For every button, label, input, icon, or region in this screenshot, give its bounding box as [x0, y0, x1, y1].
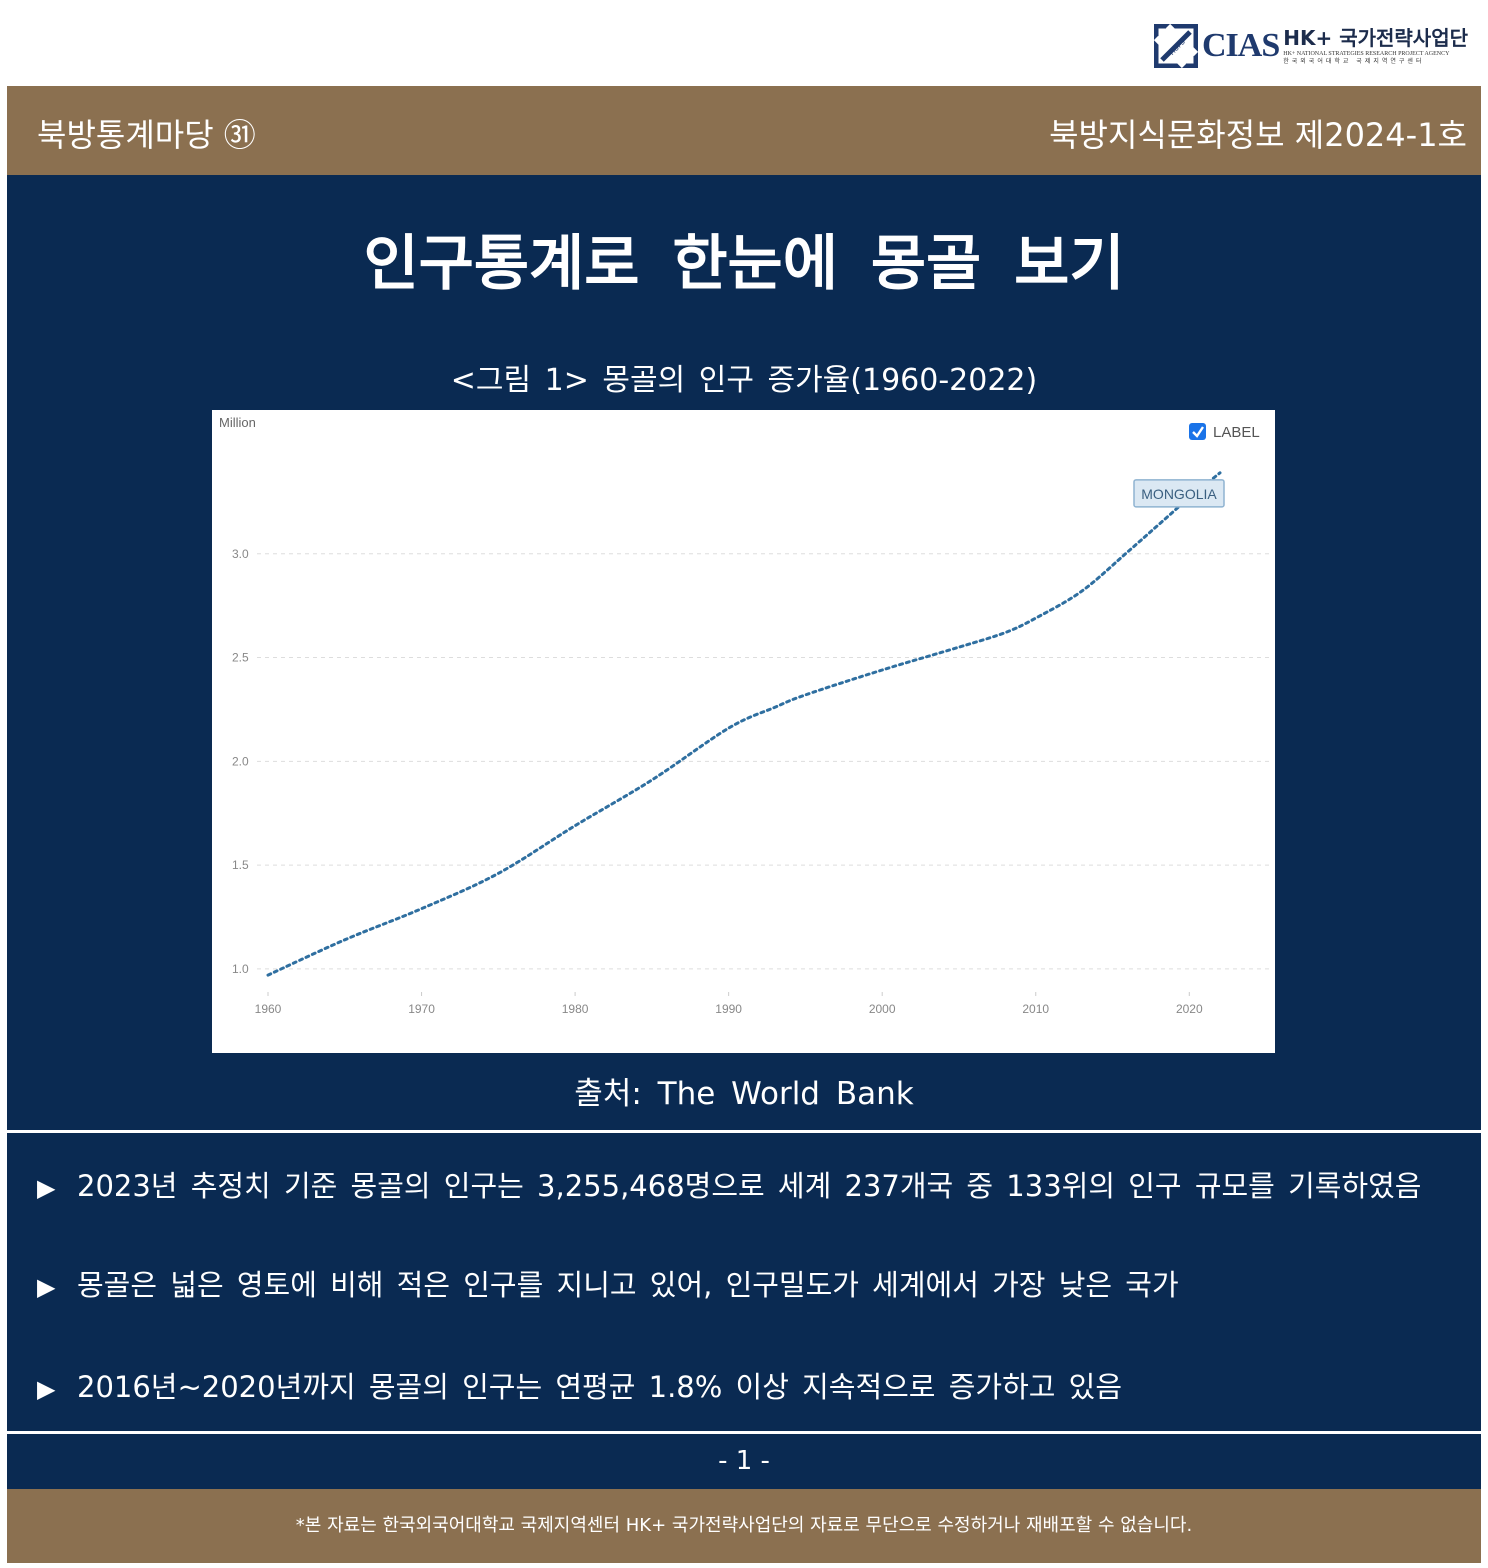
footer-notice: *본 자료는 한국외국어대학교 국제지역센터 HK+ 국가전략사업단의 자료로 … — [7, 1489, 1481, 1563]
y-tick-label: 2.0 — [232, 754, 249, 768]
checkmark-icon — [1192, 426, 1204, 438]
y-axis-ticks: 1.0 1.5 2.0 2.5 3.0 — [232, 547, 249, 976]
x-tick-label: 2020 — [1176, 1002, 1203, 1016]
population-line-chart: 1.0 1.5 2.0 2.5 3.0 1960 1970 1980 1990 2000 2010… — [219, 415, 1270, 1016]
chart-grid — [257, 553, 1270, 970]
label-checkbox[interactable] — [1189, 423, 1206, 440]
x-tick-label: 2000 — [869, 1002, 896, 1016]
x-tick-label: 2010 — [1022, 1002, 1049, 1016]
bullet-arrow-icon: ▶ — [37, 1273, 56, 1301]
page-number: - 1 - — [718, 1446, 770, 1476]
divider — [7, 1431, 1481, 1434]
logo-agency-name: HK+ 국가전략사업단 — [1283, 25, 1468, 50]
legend-checkbox-label: LABEL — [1213, 424, 1260, 441]
series-title: 북방통계마당 ㉛ — [37, 116, 256, 154]
copyright-notice: *본 자료는 한국외국어대학교 국제지역센터 HK+ 국가전략사업단의 자료로 … — [295, 1515, 1193, 1536]
main-panel: 인구통계로 한눈에 몽골 보기 <그림 1> 몽골의 인구 증가율(1960-2… — [7, 175, 1481, 1130]
page-number-bar: - 1 - — [7, 1434, 1481, 1489]
x-axis-ticks: 1960 1970 1980 1990 2000 2010 2020 — [255, 992, 1203, 1016]
bullet-item: ▶ 2016년~2020년까지 몽골의 인구는 연평균 1.8% 이상 지속적으로… — [37, 1364, 1122, 1406]
bullet-text: 2023년 추정치 기준 몽골의 인구는 3,255,468명으로 세계 237… — [77, 1169, 1422, 1203]
y-tick-label: 3.0 — [232, 547, 249, 561]
chart-source: 출처: The World Bank — [574, 1076, 914, 1112]
bullet-list: ▶ 2023년 추정치 기준 몽골의 인구는 3,255,468명으로 세계 23… — [7, 1133, 1481, 1431]
x-tick-label: 1960 — [255, 1002, 282, 1016]
x-tick-label: 1990 — [715, 1002, 742, 1016]
y-tick-label: 1.0 — [232, 962, 249, 976]
logo-agency-english: HK+ NATIONAL STRATEGIES RESEARCH PROJECT… — [1283, 50, 1450, 57]
page-title: 인구통계로 한눈에 몽골 보기 — [363, 229, 1125, 299]
bullet-text: 2016년~2020년까지 몽골의 인구는 연평균 1.8% 이상 지속적으로 … — [77, 1370, 1123, 1404]
divider — [7, 1130, 1481, 1133]
logo-cias-text: CIAS — [1201, 27, 1280, 64]
series-label-mongolia: MONGOLIA — [1141, 486, 1217, 502]
bullet-arrow-icon: ▶ — [37, 1375, 56, 1403]
y-tick-label: 2.5 — [232, 651, 249, 665]
chart-container: 1.0 1.5 2.0 2.5 3.0 1960 1970 1980 1990 2000 2010… — [212, 410, 1275, 1053]
bullet-arrow-icon: ▶ — [37, 1174, 56, 1202]
header-bar: 북방통계마당 ㉛ 북방지식문화정보 제2024-1호 — [7, 86, 1481, 175]
series-label-box — [1133, 479, 1225, 508]
bullet-item: ▶ 몽골은 넓은 영토에 비해 적은 인구를 지니고 있어, 인구밀도가 세계에서… — [37, 1262, 1179, 1304]
x-tick-label: 1970 — [408, 1002, 435, 1016]
series-layer: MONGOLIA — [266, 471, 1225, 977]
legend-label-toggle[interactable]: LABEL — [1189, 423, 1260, 441]
y-tick-label: 1.5 — [232, 858, 249, 872]
bullet-item: ▶ 2023년 추정치 기준 몽골의 인구는 3,255,468명으로 세계 23… — [37, 1163, 1421, 1205]
bullet-text: 몽골은 넓은 영토에 비해 적은 인구를 지니고 있어, 인구밀도가 세계에서 … — [77, 1268, 1179, 1302]
logo-university: 한국외국어대학교 국제지역연구센터 — [1283, 57, 1425, 65]
y-axis-label: Million — [219, 415, 256, 430]
cias-emblem-icon: HUFS — [1153, 24, 1198, 68]
figure-caption: <그림 1> 몽골의 인구 증가율(1960-2022) — [450, 363, 1038, 398]
series-line-mongolia — [266, 471, 1222, 977]
cias-logo: HUFS CIAS HK+ 국가전략사업단 HK+ NATIONAL STRAT… — [1153, 22, 1468, 70]
x-tick-label: 1980 — [562, 1002, 589, 1016]
issue-number: 북방지식문화정보 제2024-1호 — [1049, 116, 1467, 154]
